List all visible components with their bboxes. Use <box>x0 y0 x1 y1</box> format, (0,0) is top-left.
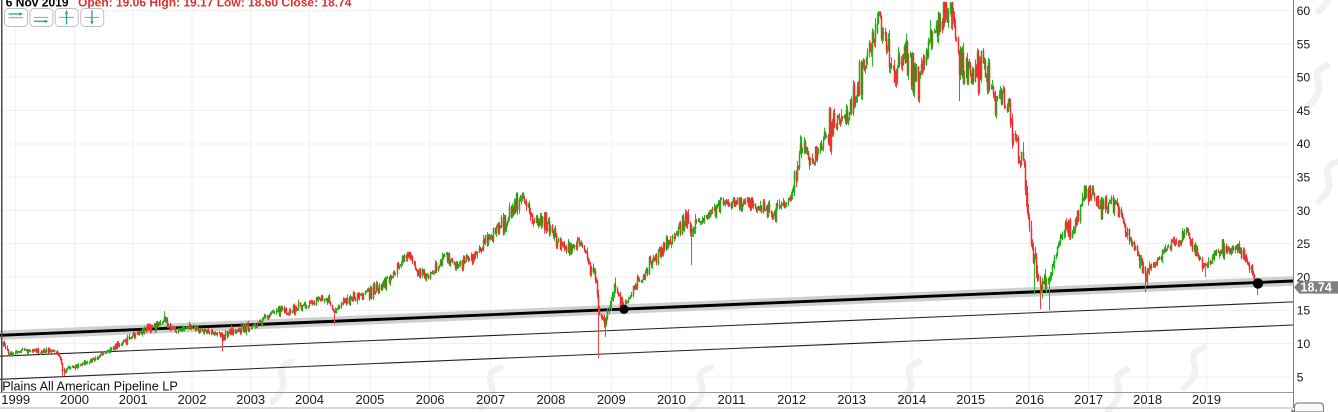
svg-text:2011: 2011 <box>718 392 746 407</box>
svg-text:2007: 2007 <box>476 392 505 407</box>
svg-text:Open: 19.06 High: 19.17 Low: 1: Open: 19.06 High: 19.17 Low: 18.60 Close… <box>78 0 352 9</box>
svg-text:10: 10 <box>1297 337 1311 351</box>
svg-text:2006: 2006 <box>416 392 445 407</box>
svg-text:60: 60 <box>1297 4 1311 18</box>
svg-text:2012: 2012 <box>777 392 806 407</box>
svg-text:2008: 2008 <box>536 392 565 407</box>
svg-text:2002: 2002 <box>178 392 207 407</box>
svg-text:2018: 2018 <box>1133 392 1162 407</box>
svg-text:2000: 2000 <box>60 392 89 407</box>
svg-text:18.74: 18.74 <box>1301 281 1332 295</box>
svg-text:2003: 2003 <box>236 392 265 407</box>
svg-text:2005: 2005 <box>355 392 384 407</box>
svg-text:2017: 2017 <box>1074 392 1103 407</box>
svg-text:2015: 2015 <box>956 392 985 407</box>
svg-text:50: 50 <box>1297 71 1311 85</box>
svg-text:2013: 2013 <box>837 392 866 407</box>
svg-text:45: 45 <box>1297 104 1311 118</box>
svg-text:20: 20 <box>1297 270 1311 284</box>
svg-text:55: 55 <box>1297 37 1311 51</box>
svg-text:2009: 2009 <box>597 392 626 407</box>
svg-text:2019: 2019 <box>1192 392 1221 407</box>
svg-text:5: 5 <box>1297 370 1304 384</box>
svg-text:35: 35 <box>1297 171 1311 185</box>
svg-text:Plains All American Pipeline L: Plains All American Pipeline LP <box>2 380 178 394</box>
svg-text:2010: 2010 <box>657 392 686 407</box>
svg-text:40: 40 <box>1297 137 1311 151</box>
svg-text:25: 25 <box>1297 237 1311 251</box>
svg-text:1999: 1999 <box>1 392 30 407</box>
svg-text:2004: 2004 <box>295 392 324 407</box>
svg-text:6 Nov 2019: 6 Nov 2019 <box>6 0 69 9</box>
svg-text:2014: 2014 <box>897 392 926 407</box>
svg-text:15: 15 <box>1297 304 1311 318</box>
svg-text:2016: 2016 <box>1015 392 1044 407</box>
svg-text:30: 30 <box>1297 204 1311 218</box>
svg-text:2001: 2001 <box>119 392 148 407</box>
